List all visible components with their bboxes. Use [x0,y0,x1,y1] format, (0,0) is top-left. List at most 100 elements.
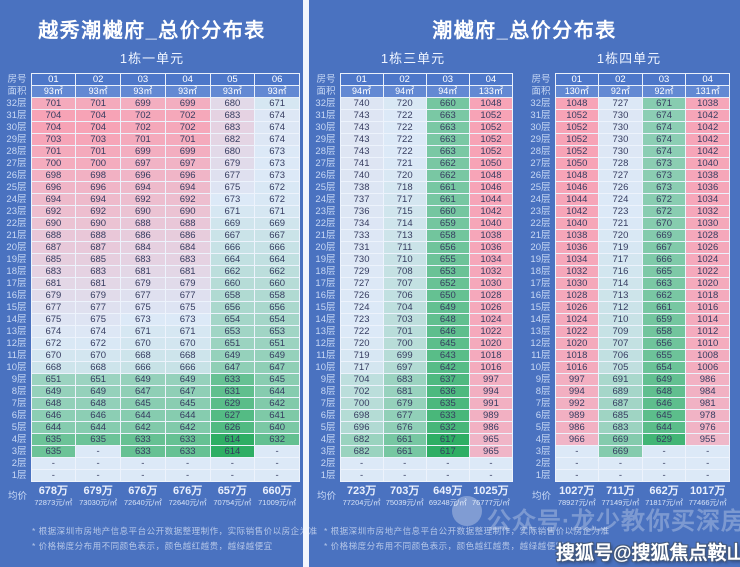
price-cell: 655 [425,253,470,266]
price-cell: 1028 [554,289,600,302]
price-cell: 702 [120,121,166,134]
floor-row: 2层 - - - - [528,457,730,470]
price-cell: 702 [120,109,166,122]
floor-row: 7层 992 687 646 981 [528,397,730,410]
price-cell: 704 [30,109,77,122]
price-cell: 707 [598,337,643,350]
floor-row: 23层 1042 723 672 1032 [528,205,730,218]
price-cell: 1052 [554,121,600,134]
average-cell: 1025万 76777元/㎡ [469,482,512,513]
price-cell: - [120,457,166,470]
average-unit-price: 78927元/㎡ [557,498,596,507]
floor-label: 12层 [315,338,336,349]
footnote-source: * 根据深圳市房地产信息平台公开数据整理制作，实际销售价以房企为准 [324,526,610,536]
price-cell: 698 [30,169,77,182]
floor-row: 24层 694 694 692 692 673 672 [4,193,300,206]
floor-row: 15层 724 704 649 1026 [313,301,514,314]
price-cell: 648 [641,385,687,398]
floor-row: 29层 1052 730 674 1042 [528,133,730,146]
price-cell: 991 [468,397,514,410]
price-cell: 989 [468,409,514,422]
area-header: 94㎡ [382,85,427,98]
floor-label: 15层 [6,302,27,313]
price-cell: 674 [641,133,687,146]
floor-label: 25层 [530,182,551,193]
price-cell: 704 [382,301,427,314]
price-cell: 1018 [554,349,600,362]
floor-label: 13层 [530,326,551,337]
price-cell: - [75,469,121,482]
price-cell: 723 [598,205,643,218]
floor-row: 28层 743 722 663 1052 [313,145,514,158]
average-label: 均价 [531,491,551,503]
price-cell: 645 [164,397,211,410]
price-cell: 681 [164,265,211,278]
floor-label: 6层 [11,410,27,421]
price-cell: 687 [598,397,643,410]
price-cell: 989 [554,409,600,422]
floor-row: 16层 679 679 677 677 658 658 [4,289,300,302]
footnotes-left: * 根据深圳市房地产信息平台公开数据整理制作，实际销售价以房企为准 * 价格梯度… [32,524,318,554]
floor-label: 3层 [535,446,551,457]
floor-label: 32层 [6,98,27,109]
price-cell: 1020 [685,277,730,290]
price-cell: 649 [75,385,121,398]
floor-row: 11层 1018 706 655 1008 [528,349,730,362]
price-cell: 647 [164,385,211,398]
average-total-price: 723万 [346,485,377,497]
price-cell: 637 [425,373,470,386]
floor-label: 21层 [6,230,27,241]
price-cell: 1038 [468,229,514,242]
price-cell: 633 [209,373,256,386]
price-cell: - [120,469,166,482]
floor-row: 10层 1016 705 654 1006 [528,361,730,374]
price-cell: 1042 [685,133,730,146]
price-cell: - [554,457,600,470]
floor-label: 32层 [530,98,551,109]
floor-row: 30层 1052 730 674 1042 [528,121,730,134]
price-cell: 675 [164,301,211,314]
floor-label: 32层 [315,98,336,109]
price-cell: 679 [120,277,166,290]
floor-row: 31层 704 704 702 702 683 674 [4,109,300,122]
floor-row: 12层 672 672 670 670 651 651 [4,337,300,350]
floor-label: 31层 [6,110,27,121]
area-header: 94㎡ [425,85,470,98]
price-cell: 992 [554,397,600,410]
price-cell: 645 [254,373,300,386]
floor-label: 3层 [320,446,336,457]
price-cell: 674 [641,121,687,134]
price-cell: 684 [164,241,211,254]
room-number-header: 02 [382,73,427,86]
average-unit-price: 70754元/㎡ [213,498,252,507]
footnote-colors: * 价格梯度分布用不同颜色表示，颜色越红越贵，越绿越便宜 [32,541,273,551]
floor-row: 9层 704 683 637 997 [313,373,514,386]
price-cell: 1008 [685,349,730,362]
price-cell: 686 [120,229,166,242]
panel-divider [303,0,309,567]
price-cell: 670 [75,349,121,362]
price-cell: 700 [339,397,384,410]
price-cell: 681 [75,277,121,290]
price-cell: 713 [598,289,643,302]
price-cell: 644 [164,409,211,422]
floor-row: 27层 700 700 697 697 679 673 [4,157,300,170]
average-unit-price: 72873元/㎡ [34,498,73,507]
floor-row: 30层 743 722 663 1052 [313,121,514,134]
average-cell: 649万 69248元/㎡ [426,482,469,513]
price-cell: 701 [30,145,77,158]
price-cell: 1052 [468,109,514,122]
floor-row: 14层 1024 710 659 1014 [528,313,730,326]
floor-row: 6层 646 646 644 644 627 641 [4,409,300,422]
average-unit-price: 77466元/㎡ [688,498,727,507]
price-cell: 684 [120,241,166,254]
price-cell: 645 [425,337,470,350]
average-total-price: 711万 [606,485,635,497]
price-cell: 653 [254,325,300,338]
price-cell: 1030 [685,217,730,230]
price-cell: 645 [641,409,687,422]
price-cell: 699 [382,349,427,362]
average-cell: 676万 72640元/㎡ [121,482,166,513]
floor-row: 20层 687 687 684 684 666 666 [4,241,300,254]
floor-label: 10层 [315,362,336,373]
